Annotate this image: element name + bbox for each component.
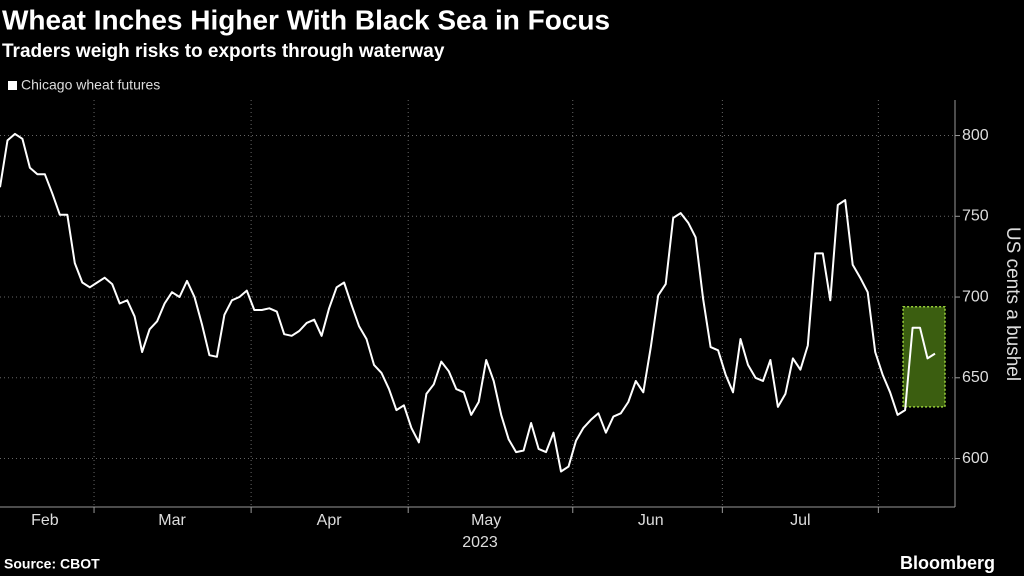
x-tick-label: Mar xyxy=(158,512,186,529)
legend-swatch xyxy=(8,81,17,90)
brand: Bloomberg xyxy=(900,553,995,573)
x-axis-label: 2023 xyxy=(462,534,498,551)
x-tick-label: Jun xyxy=(638,512,664,529)
y-tick-label: 600 xyxy=(962,450,989,467)
x-tick-label: Feb xyxy=(31,512,59,529)
x-tick-label: Apr xyxy=(317,512,343,529)
y-tick-label: 750 xyxy=(962,208,989,225)
x-tick-label: May xyxy=(471,512,501,529)
y-tick-label: 700 xyxy=(962,288,989,305)
y-tick-label: 800 xyxy=(962,127,989,144)
chart-subtitle: Traders weigh risks to exports through w… xyxy=(2,41,445,62)
chart-title: Wheat Inches Higher With Black Sea in Fo… xyxy=(2,4,610,35)
source: Source: CBOT xyxy=(4,556,100,572)
data-line xyxy=(0,132,936,473)
x-tick-label: Jul xyxy=(790,512,810,529)
legend-label: Chicago wheat futures xyxy=(21,77,160,93)
y-axis-label: US cents a bushel xyxy=(1002,227,1023,381)
y-tick-label: 650 xyxy=(962,369,989,386)
